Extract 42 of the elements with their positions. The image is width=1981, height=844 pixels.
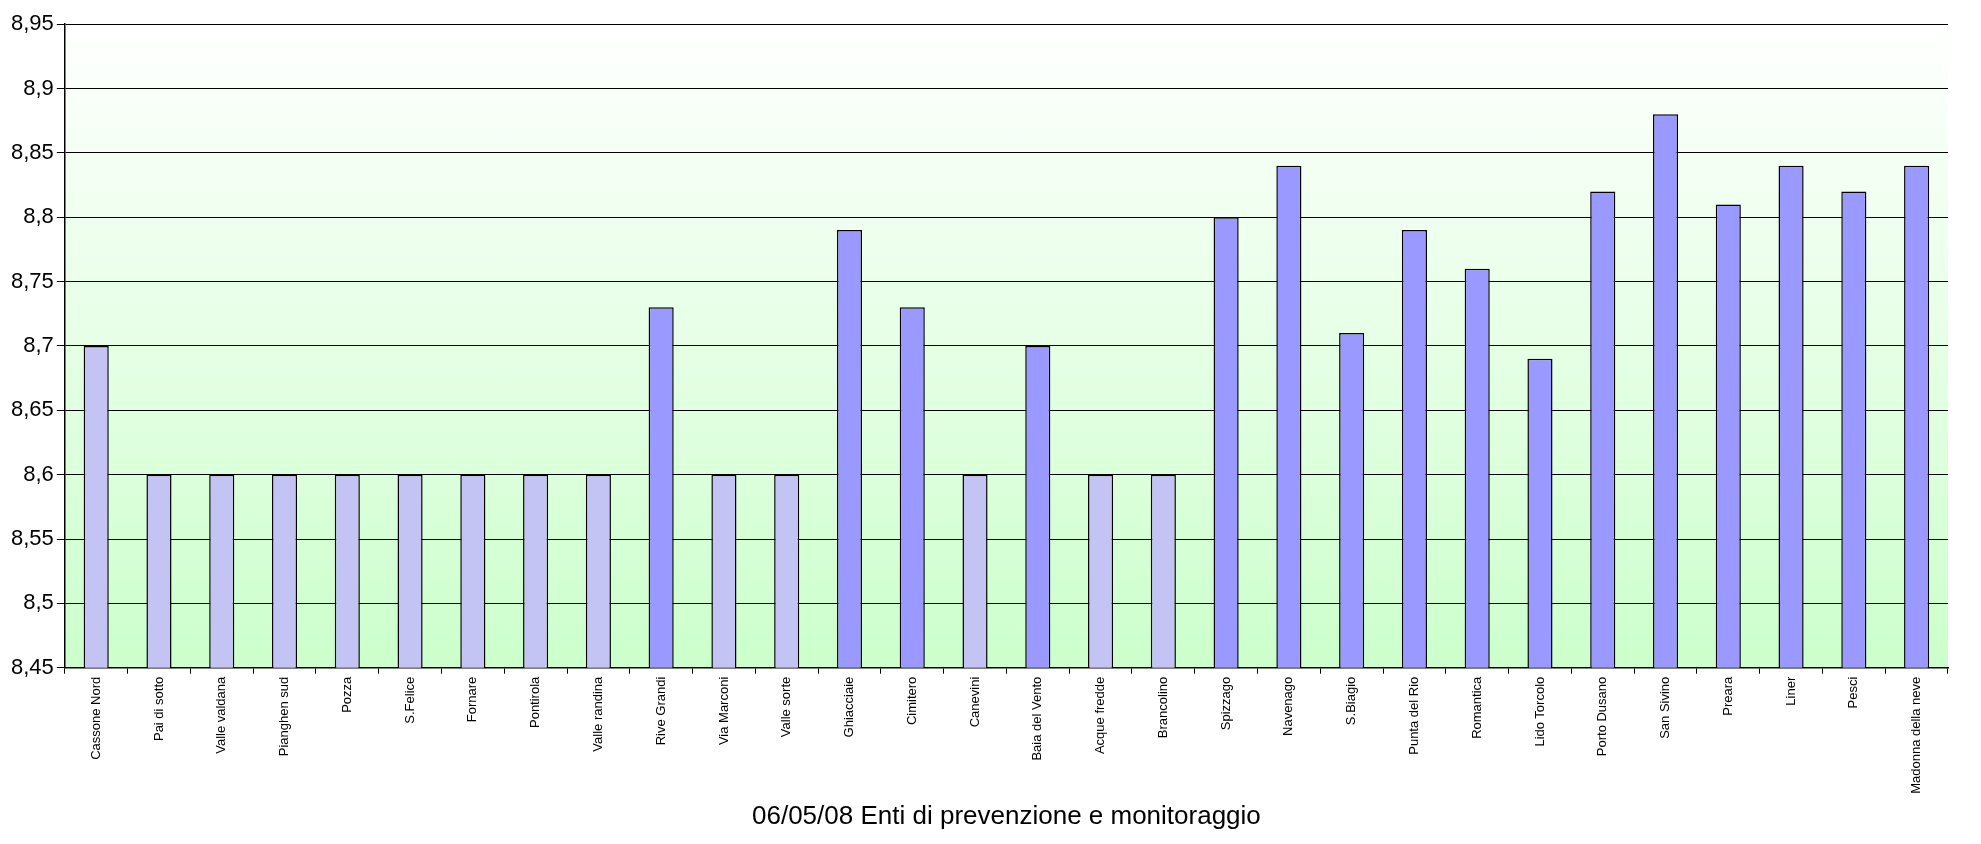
y-tick-label: 8,45 bbox=[10, 653, 54, 679]
x-tick-label: Canevini bbox=[966, 676, 982, 728]
x-tick-label: Spizzago bbox=[1217, 676, 1233, 731]
x-tick-label: Valle sorte bbox=[778, 676, 794, 738]
y-tick-label: 8,95 bbox=[10, 10, 54, 36]
x-tick-label: San Sivino bbox=[1657, 676, 1673, 739]
y-tick-label: 8,55 bbox=[10, 525, 54, 551]
x-tick-label: Navenago bbox=[1280, 676, 1296, 736]
x-tick-label: Valle randina bbox=[589, 675, 605, 752]
y-tick-label: 8,65 bbox=[10, 396, 54, 422]
x-tick-label: Fornare bbox=[464, 676, 480, 723]
x-tick-label: Acque fredde bbox=[1092, 676, 1108, 755]
x-tick-label: Lido Torcolo bbox=[1531, 676, 1547, 747]
x-tick-label: Pianghen sud bbox=[276, 676, 292, 757]
x-tick-label: Via Marconi bbox=[715, 676, 731, 746]
y-tick-label: 8,8 bbox=[23, 203, 54, 229]
x-tick-label: Cimitero bbox=[903, 676, 919, 726]
x-tick-label: Valle valdana bbox=[213, 675, 229, 754]
x-tick-label: Madonna della neve bbox=[1908, 676, 1924, 794]
x-tick-label: Pozza bbox=[338, 675, 354, 713]
y-tick-label: 8,9 bbox=[23, 74, 54, 100]
y-tick-label: 8,75 bbox=[10, 267, 54, 293]
x-tick-label: Punta del Rio bbox=[1406, 676, 1422, 755]
x-tick-label: Liner bbox=[1782, 676, 1798, 706]
x-tick-label: Preara bbox=[1719, 675, 1735, 716]
x-tick-label: S.Felice bbox=[401, 676, 417, 724]
x-tick-label: Ghiacciaie bbox=[841, 676, 857, 738]
x-tick-label: Porto Dusano bbox=[1594, 676, 1610, 757]
x-tick-label: Brancolino bbox=[1154, 676, 1170, 739]
y-tick-label: 8,85 bbox=[10, 138, 54, 164]
x-tick-label: Pesci bbox=[1845, 676, 1861, 709]
x-tick-label: S.Biagio bbox=[1343, 676, 1359, 726]
x-tick-label: Baia del Vento bbox=[1029, 676, 1045, 761]
x-axis-title: 06/05/08 Enti di prevenzione e monitoraggio bbox=[752, 799, 1261, 830]
y-tick-label: 8,7 bbox=[23, 332, 54, 358]
y-tick-label: 8,6 bbox=[23, 460, 54, 486]
x-tick-label: Romantica bbox=[1468, 675, 1484, 739]
x-tick-label: Cassone Nord bbox=[87, 676, 103, 760]
x-tick-label: Pontirola bbox=[527, 675, 543, 729]
x-tick-label: Rive Grandi bbox=[652, 676, 668, 746]
y-tick-label: 8,5 bbox=[23, 589, 54, 615]
x-tick-label: Pai di sotto bbox=[150, 676, 166, 742]
